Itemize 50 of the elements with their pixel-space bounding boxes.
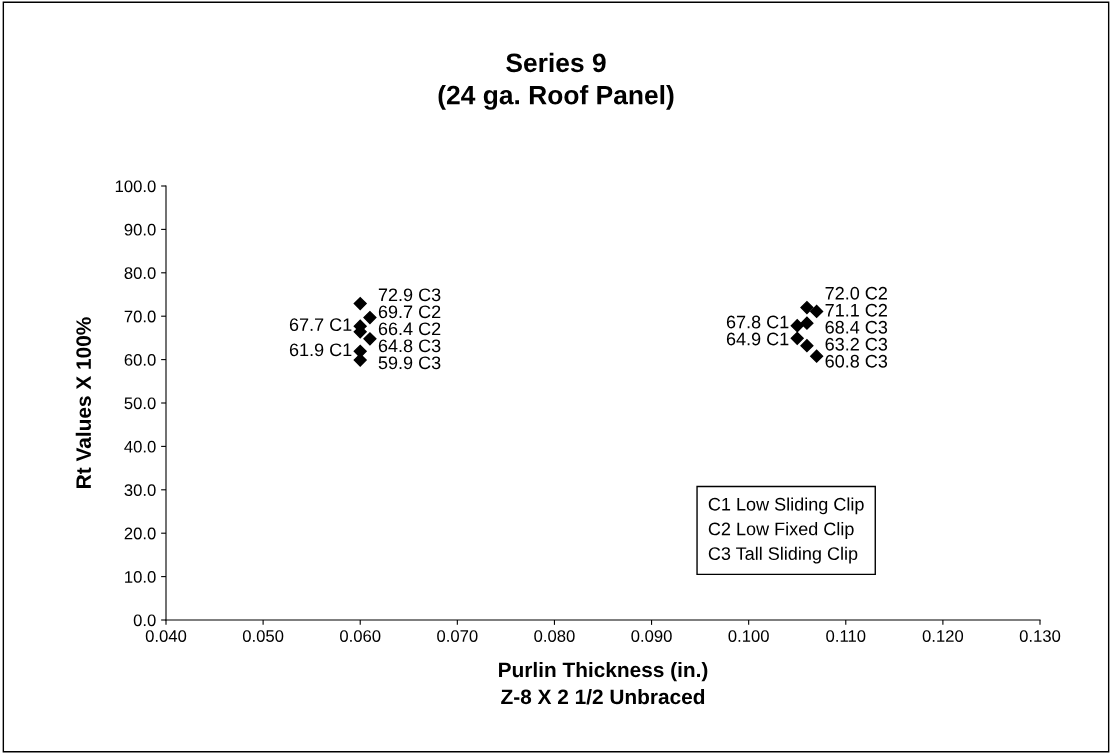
- x-tick-label: 0.100: [728, 630, 769, 642]
- data-label: 64.9 C1: [726, 332, 789, 346]
- data-label: 66.4 C2: [378, 322, 441, 336]
- y-tick-label: 20.0: [124, 527, 156, 540]
- point: [363, 310, 377, 325]
- x-tick-label: 0.050: [242, 630, 284, 642]
- x-tick-label: 0.090: [631, 630, 672, 642]
- data-label: 64.8 C3: [378, 339, 441, 353]
- y-tick-label: 50.0: [124, 397, 156, 410]
- point: [790, 319, 804, 333]
- data-label: 72.0 C2: [825, 286, 887, 300]
- x-axis-title: Purlin Thickness (in.) Z-8 X 2 1/2 Unbraced: [499, 661, 708, 705]
- y-axis-title: Rt Values X 100%: [75, 317, 92, 488]
- data-label: 63.2 C3: [825, 337, 888, 351]
- data-label: 69.7 C2: [378, 305, 441, 319]
- annotation: C1 Low Sliding Clip C2 Low Fixed Clip C3 Tall Sliding Clip: [708, 497, 864, 564]
- data-label: 68.4 C3: [825, 320, 888, 334]
- y-tick-label: 90.0: [124, 223, 156, 236]
- y-tick-label: 0.0: [133, 614, 156, 627]
- x-tick-label: 0.080: [534, 630, 575, 642]
- x-tick-label: 0.130: [1019, 630, 1061, 642]
- data-label: 61.9 C1: [289, 343, 352, 357]
- point: [790, 331, 804, 345]
- x-tick-label: 0.110: [826, 630, 866, 642]
- y-tick-label: 30.0: [124, 484, 156, 496]
- point: [800, 339, 814, 353]
- point: [353, 353, 367, 367]
- point: [810, 304, 824, 319]
- point: [800, 300, 814, 315]
- x-tick-label: 0.060: [340, 630, 381, 642]
- data-label: 67.8 C1: [726, 315, 789, 329]
- data-label: 67.7 C1: [289, 318, 352, 332]
- y-tick-label: 100.0: [115, 180, 156, 193]
- data-label: 59.9 C3: [378, 356, 441, 370]
- x-tick-label: 0.120: [922, 630, 964, 642]
- y-tick-label: 70.0: [124, 310, 156, 323]
- x-tick-label: 0.070: [437, 630, 478, 642]
- y-tick-label: 10.0: [125, 571, 156, 583]
- point: [363, 332, 377, 346]
- x-tick-label: 0.040: [145, 630, 187, 642]
- data-label: 71.1 C2: [825, 303, 887, 317]
- chart-title: Series 9 (24 ga. Roof Panel): [438, 52, 674, 110]
- y-tick-label: 60.0: [124, 354, 156, 366]
- data-label: 60.8 C3: [825, 354, 888, 368]
- point: [353, 297, 367, 311]
- point: [810, 349, 824, 363]
- data-label: 72.9 C3: [378, 288, 441, 302]
- point: [800, 316, 814, 330]
- y-tick-label: 80.0: [124, 267, 156, 279]
- y-tick-label: 40.0: [124, 440, 156, 453]
